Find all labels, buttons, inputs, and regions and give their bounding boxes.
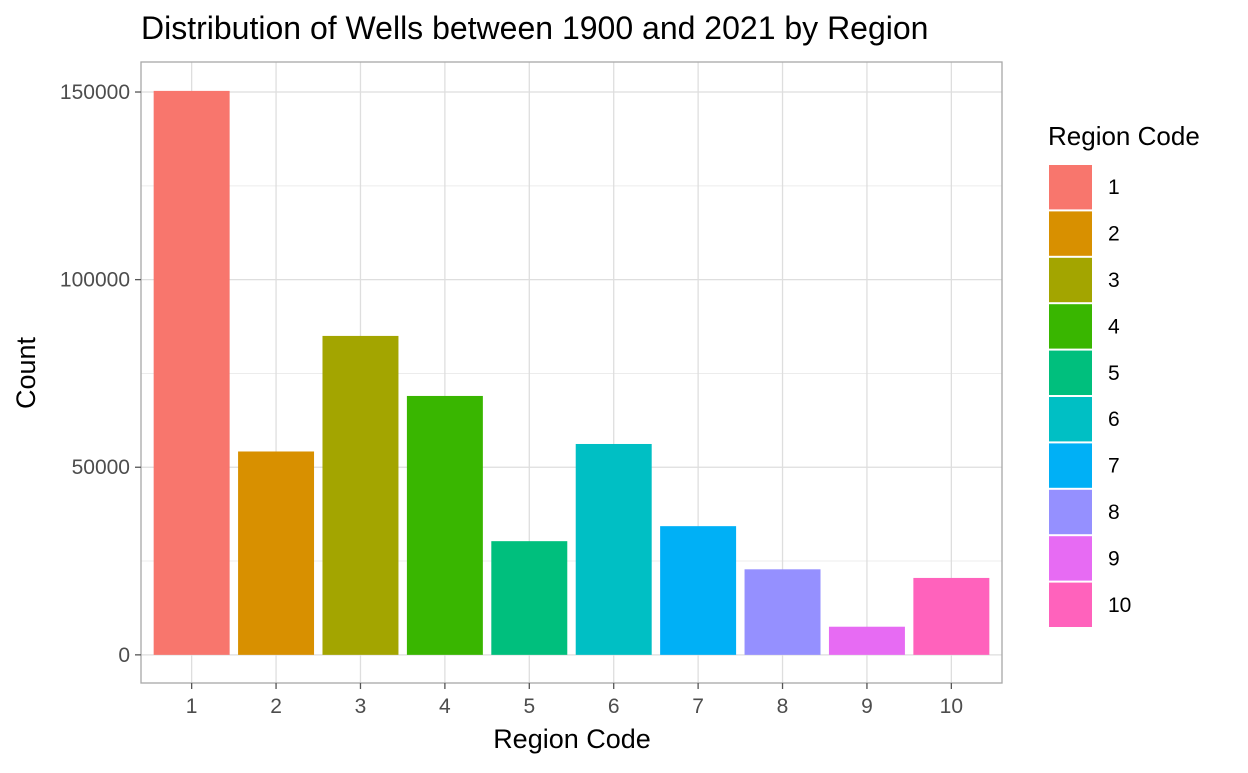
legend-key-10 [1049, 582, 1092, 627]
x-tick-label: 6 [608, 695, 620, 718]
legend-label-4: 4 [1108, 315, 1120, 338]
bar-region-8 [744, 569, 821, 655]
x-tick-label: 7 [692, 695, 704, 718]
bar-region-10 [913, 577, 990, 655]
legend-label-1: 1 [1108, 176, 1120, 199]
legend-key-4 [1049, 304, 1092, 349]
legend-label-6: 6 [1108, 408, 1120, 431]
x-tick-label: 10 [940, 695, 963, 718]
bar-region-6 [575, 443, 652, 655]
y-axis-title: Count [11, 336, 41, 409]
legend-key-6 [1049, 397, 1092, 442]
legend-label-7: 7 [1108, 455, 1120, 478]
legend: Region Code 1 2 3 4 5 6 7 8 9 10 [1048, 121, 1200, 627]
x-tick-label: 5 [523, 695, 535, 718]
x-tick-label: 2 [270, 695, 282, 718]
legend-label-5: 5 [1108, 362, 1120, 385]
legend-label-2: 2 [1108, 223, 1120, 246]
x-tick-label: 9 [861, 695, 873, 718]
x-axis-title: Region Code [493, 724, 651, 754]
bar-region-7 [660, 526, 737, 655]
legend-label-10: 10 [1108, 594, 1131, 617]
y-tick-label: 100000 [60, 269, 130, 292]
y-tick-label: 50000 [72, 456, 130, 479]
bar-region-1 [153, 90, 230, 655]
bars [153, 90, 990, 655]
legend-label-8: 8 [1108, 501, 1120, 524]
y-tick-label: 150000 [60, 81, 130, 104]
legend-label-3: 3 [1108, 269, 1120, 292]
bar-region-4 [406, 395, 483, 655]
bar-region-5 [491, 541, 568, 655]
legend-key-7 [1049, 443, 1092, 488]
x-tick-label: 4 [439, 695, 451, 718]
panel-border [140, 61, 1003, 684]
y-tick-label: 0 [118, 644, 130, 667]
legend-key-8 [1049, 489, 1092, 535]
axes: 0 50000 100000 150000 1 2 3 4 5 6 7 8 9 10 [60, 61, 1003, 718]
legend-label-9: 9 [1108, 547, 1120, 570]
x-tick-label: 1 [186, 695, 198, 718]
legend-title: Region Code [1048, 121, 1200, 151]
bar-region-3 [322, 335, 399, 655]
legend-key-5 [1049, 350, 1092, 395]
x-tick-label: 8 [777, 695, 789, 718]
legend-key-3 [1049, 257, 1092, 303]
bar-region-2 [238, 451, 315, 655]
legend-key-2 [1049, 211, 1092, 256]
chart-title: Distribution of Wells between 1900 and 2… [141, 10, 928, 46]
x-tick-label: 3 [355, 695, 367, 718]
bar-region-9 [828, 626, 905, 655]
legend-key-9 [1049, 536, 1092, 581]
legend-key-1 [1049, 165, 1092, 210]
